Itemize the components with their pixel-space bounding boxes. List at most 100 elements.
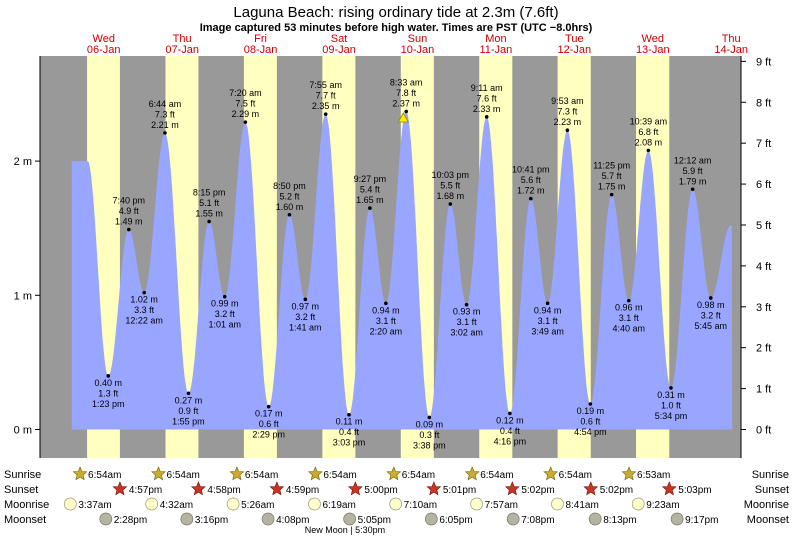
tide-extreme-label: 2.33 m [473,104,501,114]
tide-extreme-label: 10:03 pm [432,170,470,180]
sunrise-icon [72,466,88,481]
moonset-time: 7:08pm [521,515,554,526]
right-axis-tick-label: 5 ft [756,220,771,232]
tide-extreme-label: 4:40 am [613,324,646,334]
almanac-row-label-right: Sunset [755,484,789,496]
tide-extreme-label: 5.9 ft [683,166,704,176]
tide-extreme-point [404,109,408,114]
almanac-row-label-left: Moonrise [4,499,49,511]
current-time-marker [397,112,409,123]
tide-extreme-label: 0.31 m [657,390,685,400]
almanac-row-label-left: Moonset [4,514,46,526]
tide-extreme-point [266,404,271,409]
day-header-date: 07-Jan [165,44,199,56]
sunrise-time: 6:54am [480,470,513,481]
tide-extreme-point [484,115,489,119]
tide-extreme-label: 1:41 am [289,322,322,332]
moonrise-icon [551,497,564,511]
day-header-weekday: Thu [722,33,741,45]
tide-extreme-label: 9:11 am [471,83,503,93]
sunrise-time: 6:54am [166,470,199,481]
tide-extreme-label: 8:33 am [390,77,423,87]
tide-extreme-label: 7:55 am [309,80,342,90]
left-axis-tick-label: 2 m [14,156,32,168]
tide-extreme-point [464,302,469,307]
right-axis-tick-label: 7 ft [756,138,771,150]
tide-label-group: 0.40 m1.3 ft1:23 pm 7:40 pm4.9 ft1.49 m 1.… [92,77,727,450]
day-header-weekday: Fri [254,33,267,45]
plot-area [40,56,741,458]
tide-extreme-point [243,120,248,124]
day-header-date: 12-Jan [558,44,592,56]
day-header-weekday: Mon [485,33,506,45]
tide-extreme-label: 5.7 ft [602,171,623,181]
tide-extreme-label: 3.1 ft [538,316,559,326]
moonrise-time: 3:37am [78,500,111,511]
tide-extreme-point [323,112,328,116]
moonset-time: 6:05pm [439,515,472,526]
sunset-time: 5:01pm [443,485,476,496]
tide-extreme-label: 7:40 pm [113,196,146,206]
tide-extreme-point [186,391,191,396]
day-header-date: 08-Jan [244,44,278,56]
tide-extreme-label: 7.5 ft [235,99,256,109]
tide-extreme-label: 0.4 ft [500,426,521,436]
almanac-row-label-right: Sunrise [752,469,789,481]
tide-extreme-label: 1.49 m [115,217,143,227]
sunset-icon [426,481,442,496]
tide-extreme-label: 0.19 m [577,406,605,416]
tide-extreme-label: 12:22 am [125,316,163,326]
tide-extreme-point [609,192,614,197]
tide-extreme-label: 0.4 ft [339,427,360,437]
tide-extreme-label: 0.98 m [697,300,725,310]
tide-extreme-label: 10:41 pm [512,165,550,175]
tide-extreme-label: 0.94 m [534,305,562,315]
tide-area [71,111,733,430]
moonrise-icon [145,497,159,511]
tide-extreme-label: 3.2 ft [701,310,722,320]
tide-extreme-point [448,202,453,206]
tide-extreme-point [303,297,308,302]
tide-extreme-label: 1:55 pm [172,416,205,426]
day-header-date: 11-Jan [479,44,512,56]
tide-extreme-point [427,415,432,420]
sunset-time: 5:02pm [521,485,554,496]
tide-extreme-point [588,402,593,406]
sunset-icon [112,481,128,496]
moonset-icon [343,512,356,526]
tide-extreme-label: 9:27 pm [354,174,387,184]
almanac-group: Sunrise Sunrise Sunset Sunset Moonrise Moonri… [4,466,789,526]
tide-extreme-label: 3.1 ft [619,313,640,323]
tide-extreme-label: 2:20 am [370,326,403,336]
day-header-date: 09-Jan [322,44,356,56]
sunset-icon [504,481,520,496]
tide-extreme-label: 5.2 ft [279,191,300,201]
right-axis-tick-label: 6 ft [756,179,771,191]
moonrise-time: 5:26am [241,500,274,511]
day-header-weekday: Wed [93,33,115,45]
tide-extreme-point [207,219,211,224]
tide-extreme-label: 7:20 am [229,88,262,98]
tide-extreme-label: 5.4 ft [360,185,381,195]
tide-extreme-label: 2.08 m [635,137,663,147]
moonrise-time: 7:10am [404,500,437,511]
moonset-icon [424,512,438,526]
sunrise-time: 6:54am [402,470,435,481]
tide-extreme-label: 5:45 am [695,321,728,331]
tide-extreme-label: 3:38 pm [413,440,446,450]
moonset-time: 8:13pm [603,515,636,526]
tide-extreme-point [627,298,631,303]
sunrise-icon [151,466,166,481]
right-axis-tick-label: 3 ft [756,302,771,314]
day-header-date: 10-Jan [401,44,435,56]
moonset-icon [588,512,602,526]
almanac-row-label-right: Moonset [747,514,789,526]
tide-extreme-label: 1.65 m [356,195,384,205]
sunset-time: 4:58pm [207,485,240,496]
almanac-row-label-left: Sunrise [4,469,41,481]
almanac-row-label-right: Moonrise [744,499,789,511]
tide-extreme-label: 2.23 m [554,117,582,127]
sunset-icon [583,481,599,496]
